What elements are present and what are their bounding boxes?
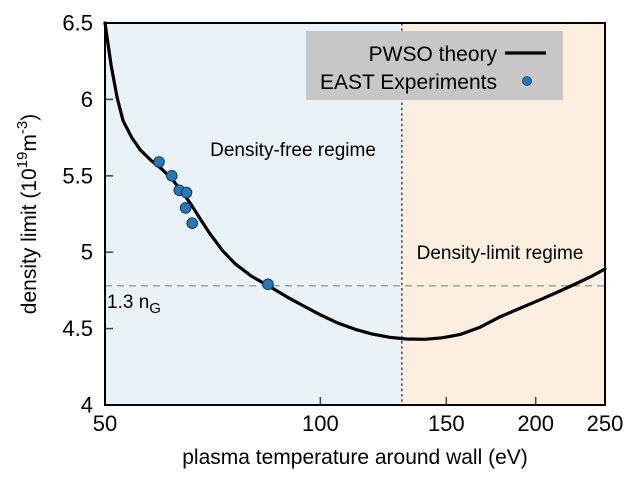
x-tick-label: 250 — [587, 411, 624, 436]
greenwald-fraction-subscript: G — [149, 300, 161, 317]
legend: PWSO theory EAST Experiments — [306, 31, 563, 100]
y-axis-label-close: ) — [18, 114, 41, 121]
greenwald-fraction-label: 1.3 nG — [107, 292, 161, 317]
y-tick-label: 6.5 — [62, 11, 93, 36]
legend-background — [306, 31, 563, 100]
east-experiment-point — [179, 202, 192, 214]
y-axis-label: density limit (1019m-3) — [14, 114, 41, 314]
y-axis-label-superscript2: -3 — [14, 121, 31, 134]
east-experiment-point — [262, 278, 274, 291]
plot-border — [104, 22, 606, 406]
y-tick-label: 4.5 — [62, 316, 93, 341]
density-free-regime-label: Density-free regime — [210, 140, 376, 161]
legend-entry-theory-label: PWSO theory — [369, 43, 498, 66]
x-axis-label: plasma temperature around wall (eV) — [182, 446, 528, 469]
east-experiment-point — [166, 170, 178, 182]
x-tick-label: 100 — [302, 411, 339, 436]
y-tick-label: 4 — [81, 393, 93, 418]
x-tick-label: 150 — [428, 411, 465, 436]
legend-entry-experiments-label: EAST Experiments — [320, 71, 497, 94]
east-experiment-point — [180, 186, 193, 199]
y-tick-label: 6 — [81, 87, 93, 112]
y-axis-label-superscript: 19 — [14, 152, 31, 169]
density-limit-regime-label: Density-limit regime — [417, 243, 584, 264]
y-axis-label-main: density limit (10 — [18, 168, 41, 314]
y-tick-label: 5 — [81, 240, 93, 265]
east-experiment-point — [186, 217, 198, 229]
y-axis-label-unit: m — [18, 134, 41, 152]
x-tick-label: 50 — [93, 411, 117, 436]
east-experiment-point — [153, 156, 165, 168]
legend-dot-sample-icon — [522, 76, 532, 86]
x-tick-label: 200 — [517, 411, 554, 436]
y-tick-label: 5.5 — [62, 163, 93, 188]
greenwald-fraction-main: 1.3 n — [107, 292, 149, 313]
pwso-theory-curve — [103, 21, 607, 341]
